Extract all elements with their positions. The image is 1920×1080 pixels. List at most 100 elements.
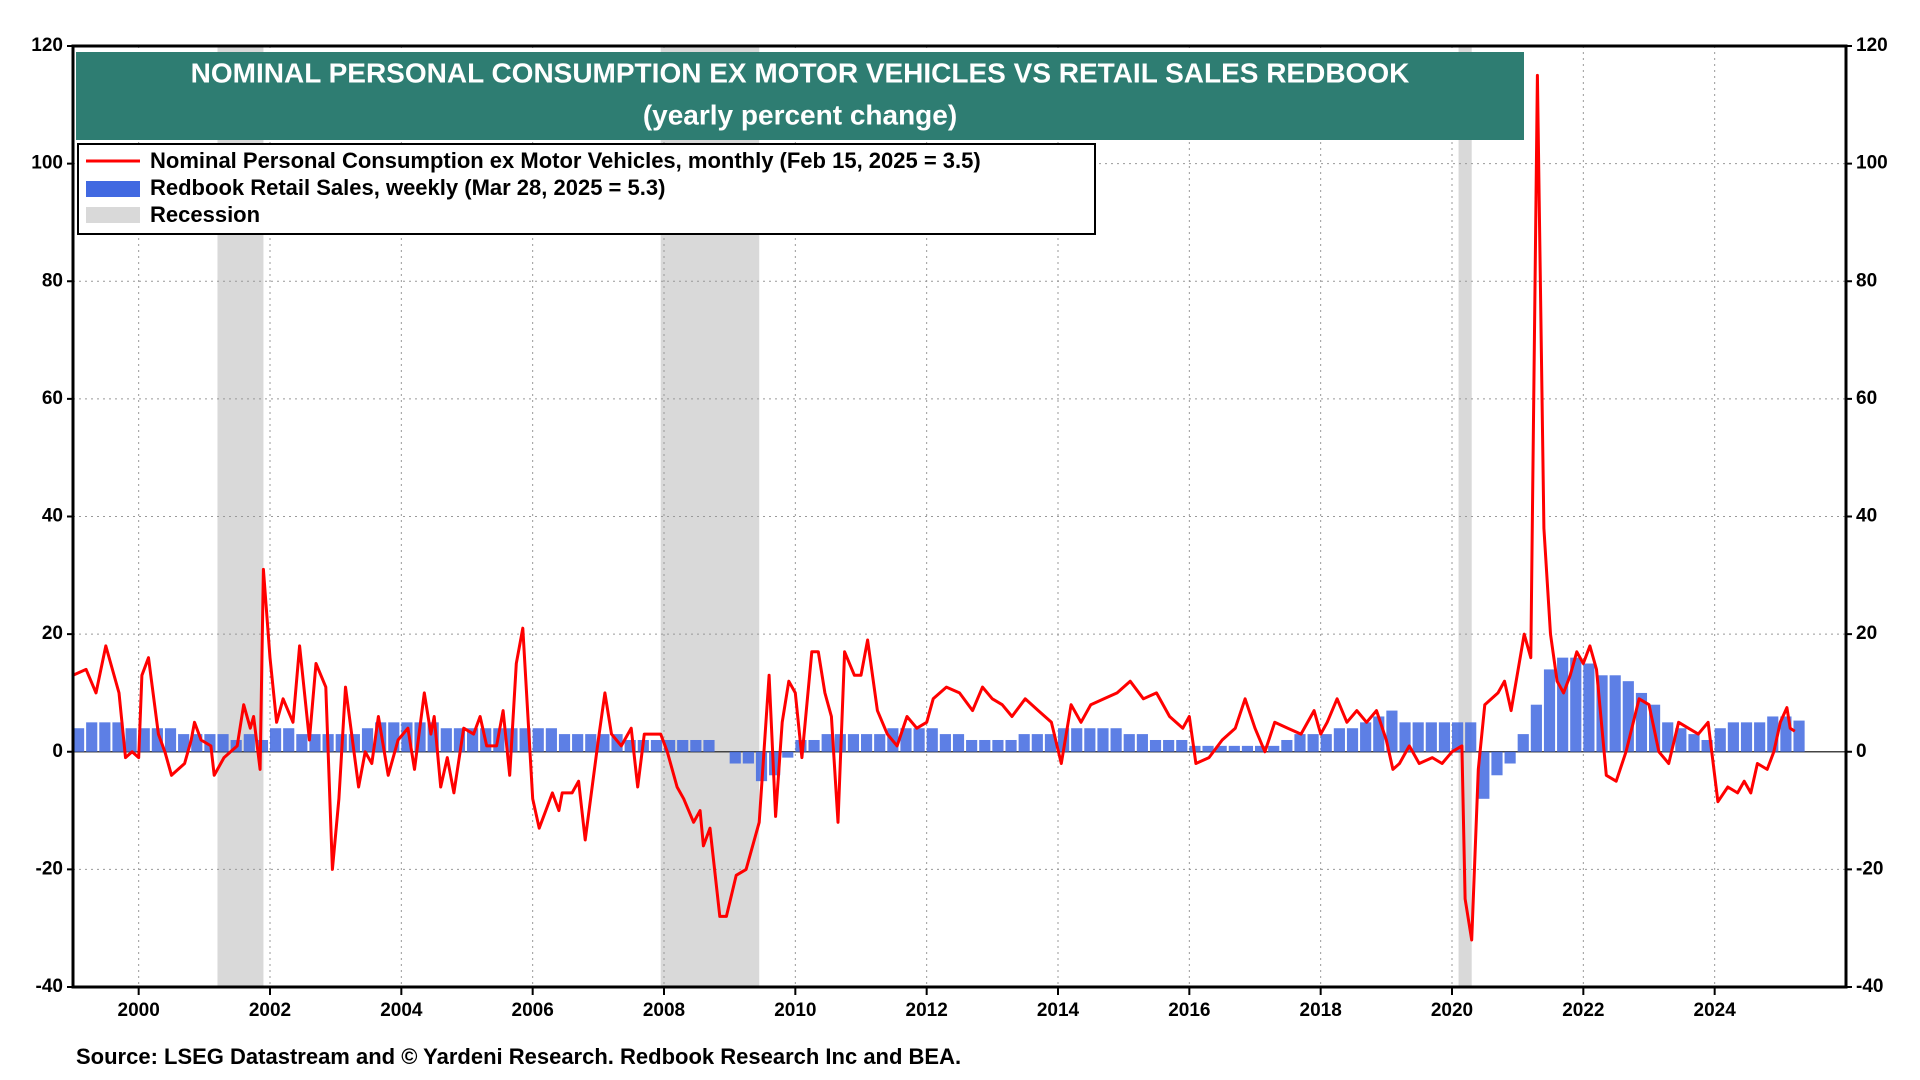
bar — [309, 734, 321, 752]
legend-swatch — [86, 207, 140, 223]
bar — [1662, 722, 1674, 752]
bar — [388, 722, 400, 752]
bar — [1688, 734, 1700, 752]
bar — [164, 728, 177, 752]
bar — [1333, 728, 1345, 752]
bar — [1307, 734, 1319, 752]
bar — [191, 734, 203, 752]
bar — [453, 728, 466, 752]
bar — [1635, 692, 1648, 752]
x-tick-label: 2006 — [512, 1000, 554, 1021]
bar — [256, 739, 269, 752]
y2-tick-label: 40 — [1856, 506, 1877, 527]
bar — [1543, 669, 1556, 752]
bar — [467, 728, 479, 752]
bar — [624, 739, 636, 752]
bar — [99, 722, 111, 752]
bar — [1386, 710, 1398, 752]
bar — [979, 739, 991, 752]
y-tick-label: 80 — [42, 270, 63, 291]
bar — [1727, 722, 1739, 752]
bar — [1281, 739, 1293, 752]
bar — [1478, 751, 1490, 799]
bar — [1465, 722, 1477, 752]
bar — [1793, 720, 1805, 752]
bar — [1044, 734, 1057, 752]
bar — [1018, 734, 1030, 752]
bar — [939, 734, 951, 752]
x-tick-label: 2024 — [1694, 1000, 1737, 1021]
bar — [742, 751, 754, 764]
bar — [1176, 739, 1188, 752]
bar — [782, 751, 794, 758]
bar — [729, 751, 741, 764]
x-tick-label: 2010 — [774, 1000, 816, 1021]
bar — [1163, 739, 1175, 752]
bar — [519, 728, 531, 752]
bar — [1031, 734, 1043, 752]
x-tick-label: 2020 — [1431, 1000, 1473, 1021]
y2-tick-label: 60 — [1856, 388, 1877, 409]
bar — [401, 722, 413, 752]
legend-label: Redbook Retail Sales, weekly (Mar 28, 20… — [150, 175, 665, 200]
bar — [1425, 722, 1437, 752]
bar — [138, 728, 150, 752]
bar — [296, 734, 308, 752]
bar — [861, 734, 873, 752]
bar — [1346, 728, 1359, 752]
bar — [1780, 716, 1792, 752]
bar — [1084, 728, 1096, 752]
bar — [952, 734, 965, 752]
x-tick-label: 2022 — [1562, 1000, 1604, 1021]
y-tick-label: 40 — [42, 506, 63, 527]
bar — [73, 728, 85, 752]
legend-label: Nominal Personal Consumption ex Motor Ve… — [150, 148, 981, 173]
bar — [204, 734, 216, 752]
bar — [1097, 728, 1109, 752]
bar — [598, 734, 610, 752]
y2-tick-label: 100 — [1856, 153, 1888, 174]
bar — [1570, 657, 1582, 752]
bar — [650, 739, 663, 752]
bar — [1123, 734, 1135, 752]
legend — [77, 143, 1096, 235]
x-tick-label: 2000 — [118, 1000, 160, 1021]
y-tick-label: -40 — [36, 976, 63, 997]
y-tick-label: 60 — [42, 388, 63, 409]
bar — [1452, 722, 1464, 752]
bar — [926, 728, 938, 752]
x-tick-label: 2004 — [380, 1000, 423, 1021]
bar — [1058, 728, 1070, 752]
bar — [1530, 704, 1542, 752]
bar — [427, 722, 439, 752]
bar — [572, 734, 584, 752]
bar — [703, 739, 715, 752]
y2-tick-label: 80 — [1856, 270, 1877, 291]
y2-tick-label: 120 — [1856, 35, 1888, 56]
bar — [243, 734, 255, 752]
bar — [992, 739, 1004, 752]
x-tick-label: 2012 — [906, 1000, 948, 1021]
line — [72, 73, 1796, 942]
bar — [585, 734, 597, 752]
bar — [900, 728, 912, 752]
bar — [1228, 745, 1240, 752]
bar — [348, 734, 360, 752]
chart-subtitle: (yearly percent change) — [643, 99, 957, 130]
bar — [1136, 734, 1148, 752]
x-tick-label: 2018 — [1300, 1000, 1342, 1021]
bar — [178, 734, 190, 752]
legend-swatch — [86, 181, 140, 197]
bar — [821, 734, 833, 752]
legend-label: Recession — [150, 202, 260, 227]
bar — [808, 739, 820, 752]
bar — [1767, 716, 1779, 752]
bar — [558, 734, 571, 752]
bar — [874, 734, 886, 752]
y2-tick-label: 20 — [1856, 623, 1877, 644]
x-tick-label: 2014 — [1037, 1000, 1080, 1021]
bar — [112, 722, 124, 752]
bar — [1609, 675, 1621, 752]
y-tick-label: 20 — [42, 623, 63, 644]
bar — [1675, 728, 1687, 752]
